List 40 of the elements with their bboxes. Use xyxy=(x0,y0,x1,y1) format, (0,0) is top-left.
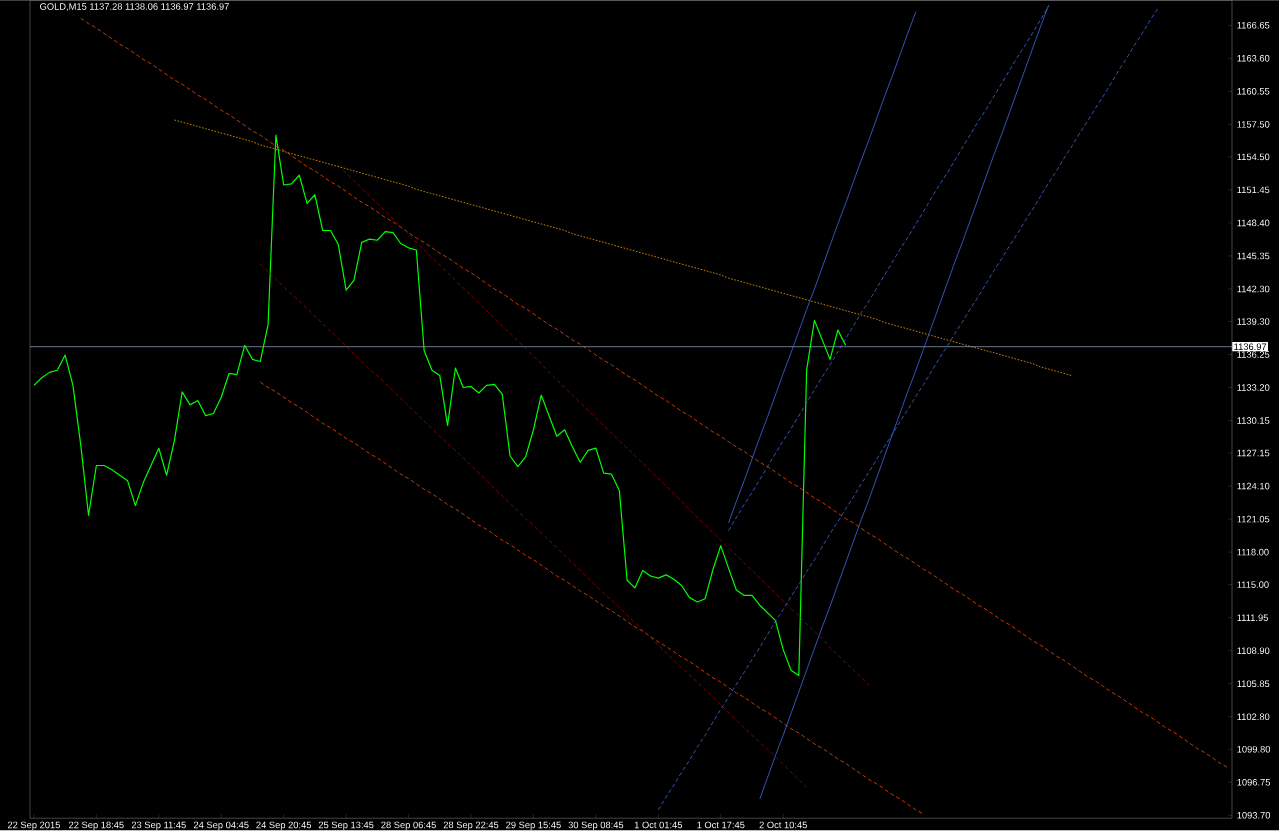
y-tick-label: 1133.20 xyxy=(1237,384,1270,392)
y-tick-label: 1139.30 xyxy=(1237,318,1270,325)
y-tick-label: 1136.25 xyxy=(1237,351,1270,359)
x-tick-label: 23 Sep 11:45 xyxy=(131,821,186,831)
y-tick-label: 1108.90 xyxy=(1237,647,1270,655)
y-tick-label: 1105.85 xyxy=(1237,680,1270,688)
y-tick-label: 1160.55 xyxy=(1237,88,1270,95)
y-tick-label: 1130.15 xyxy=(1237,417,1270,425)
y-tick-label: 1121.05 xyxy=(1237,516,1270,523)
x-tick-label: 28 Sep 22:45 xyxy=(443,821,499,831)
y-tick-label: 1102.80 xyxy=(1237,713,1270,721)
x-tick-label: 1 Oct 01:45 xyxy=(634,821,683,829)
chart-title: GOLD,M15 1137.28 1138.06 1136.97 1136.97 xyxy=(40,3,229,12)
ref-line-label: 1136.97 xyxy=(1234,343,1267,351)
y-tick-label: 1151.45 xyxy=(1237,186,1270,194)
y-tick-label: 1148.40 xyxy=(1237,219,1270,227)
y-tick-label: 1145.35 xyxy=(1237,252,1270,260)
y-tick-label: 1157.50 xyxy=(1237,121,1270,128)
y-tick-label: 1118.00 xyxy=(1237,549,1269,556)
x-tick-label: 28 Sep 06:45 xyxy=(381,821,436,831)
y-tick-label: 1142.30 xyxy=(1237,285,1270,293)
x-tick-label: 24 Sep 20:45 xyxy=(256,821,312,831)
y-tick-label: 1154.50 xyxy=(1237,153,1270,161)
y-tick-label: 1124.10 xyxy=(1237,483,1270,490)
x-tick-label: 29 Sep 15:45 xyxy=(506,821,561,831)
y-tick-label: 1111.95 xyxy=(1237,614,1268,622)
x-tick-label: 24 Sep 04:45 xyxy=(193,821,249,831)
y-tick-label: 1093.70 xyxy=(1237,812,1271,819)
x-tick-label: 1 Oct 17:45 xyxy=(697,821,745,829)
x-tick-label: 22 Sep 18:45 xyxy=(69,821,124,831)
y-tick-label: 1163.60 xyxy=(1237,55,1270,62)
x-tick-label: 30 Sep 08:45 xyxy=(568,821,624,831)
y-tick-label: 1096.75 xyxy=(1237,779,1271,786)
x-tick-label: 25 Sep 13:45 xyxy=(318,821,374,831)
y-tick-label: 1099.80 xyxy=(1237,746,1271,753)
x-tick-label: 2 Oct 10:45 xyxy=(759,821,807,829)
x-tick-label: 22 Sep 2015 xyxy=(7,821,60,831)
y-tick-label: 1115.00 xyxy=(1237,581,1269,589)
y-tick-label: 1127.15 xyxy=(1237,450,1270,457)
y-tick-label: 1166.65 xyxy=(1237,22,1270,29)
